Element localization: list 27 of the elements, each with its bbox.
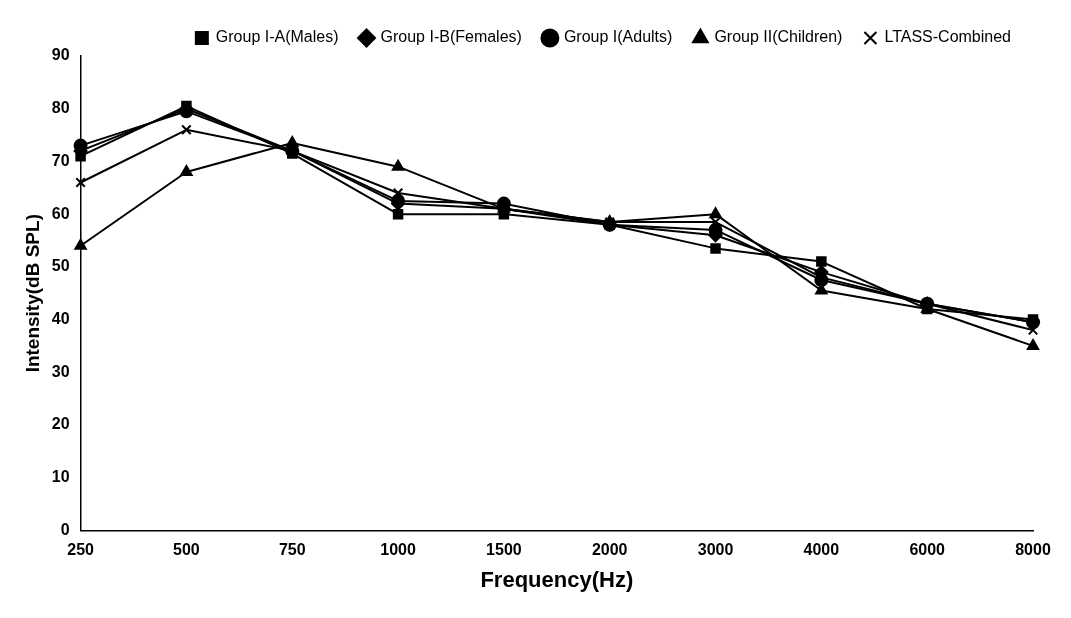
y-tick-label: 60 — [51, 204, 70, 222]
y-tick-label: 90 — [51, 46, 70, 64]
y-axis-title: Intensity(dB SPL) — [21, 214, 43, 373]
legend-label: Group I(Adults) — [563, 28, 673, 46]
x-tick-label: 4000 — [803, 541, 840, 559]
x-tick-label: 750 — [278, 541, 306, 559]
x-tick-label: 1500 — [486, 541, 522, 559]
legend-label: LTASS-Combined — [884, 28, 1012, 46]
x-tick-label: 8000 — [1015, 541, 1051, 559]
y-tick-label: 70 — [51, 151, 70, 169]
x-tick-label: 500 — [173, 541, 200, 559]
x-tick-label: 3000 — [697, 541, 734, 559]
x-tick-label: 6000 — [909, 541, 946, 559]
y-tick-label: 50 — [51, 257, 70, 275]
y-tick-label: 80 — [51, 99, 70, 117]
legend-label: Group I-B(Females) — [380, 28, 522, 46]
y-tick-label: 0 — [60, 520, 70, 538]
legend-label: Group II(Children) — [714, 28, 843, 46]
y-tick-label: 40 — [51, 309, 70, 327]
y-tick-label: 30 — [51, 362, 70, 380]
y-tick-label: 10 — [51, 468, 70, 486]
x-tick-label: 250 — [67, 541, 95, 559]
x-axis-title: Frequency(Hz) — [480, 566, 634, 592]
x-tick-label: 2000 — [591, 541, 628, 559]
y-tick-label: 20 — [51, 415, 70, 433]
x-tick-label: 1000 — [380, 541, 416, 559]
legend-label: Group I-A(Males) — [215, 28, 339, 46]
